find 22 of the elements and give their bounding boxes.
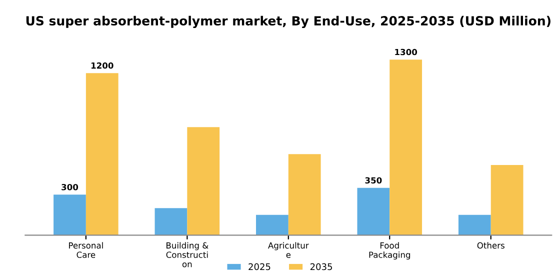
x-tick-label: Food Packaging [369,242,410,260]
data-label: 300 [62,184,78,190]
bar [390,60,422,236]
bar [490,164,524,236]
bar [288,154,321,236]
bar [357,188,390,236]
data-label: 1300 [395,48,418,56]
x-tick-label: Agricultur e [268,242,309,258]
legend-label: 2035 [310,263,332,270]
x-tick-label: Building & Constructi on [166,242,208,268]
data-label: 1200 [91,62,114,69]
data-label: 350 [365,177,382,184]
bar [458,214,491,236]
bar [187,127,220,236]
x-tick-label: Others [477,242,504,249]
bar [54,194,86,236]
legend-label: 2025 [248,263,270,270]
bar [154,208,188,236]
chart-title: US super absorbent-polymer market, By End-Use, 2025-2035 (USD Million) [26,16,550,28]
bar [86,73,118,236]
bar [256,214,288,236]
x-tick-label: Personal Care [69,242,103,258]
